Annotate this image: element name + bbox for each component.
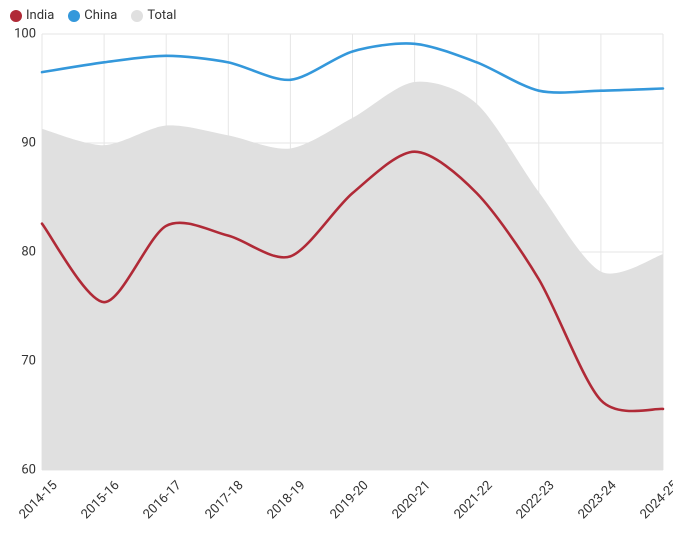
chart-plot [0, 0, 673, 534]
chart-container: IndiaChinaTotal 607080901002014-152015-1… [0, 0, 673, 534]
legend: India China Total [10, 8, 176, 23]
legend-swatch [131, 10, 143, 22]
legend-item-china[interactable]: China [68, 8, 117, 23]
area-total [42, 82, 663, 470]
legend-label: China [84, 8, 117, 23]
legend-item-india[interactable]: India [10, 8, 54, 23]
legend-item-total[interactable]: Total [131, 8, 176, 23]
legend-swatch [10, 10, 22, 22]
y-axis-label: 70 [6, 354, 36, 369]
legend-label: India [26, 8, 54, 23]
y-axis-label: 100 [6, 27, 36, 42]
legend-swatch [68, 10, 80, 22]
y-axis-label: 60 [6, 463, 36, 478]
y-axis-label: 90 [6, 136, 36, 151]
legend-label: Total [147, 8, 176, 23]
y-axis-label: 80 [6, 245, 36, 260]
